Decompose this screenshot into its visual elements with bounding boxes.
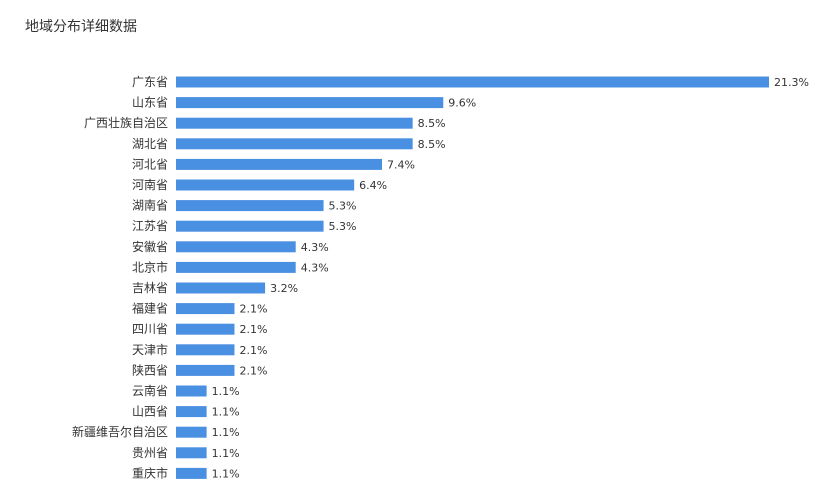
category-label: 四川省 [132,322,168,336]
bar[interactable] [176,76,769,88]
bar[interactable] [176,385,207,397]
category-label: 河北省 [132,157,168,171]
bar[interactable] [176,97,444,109]
value-label: 1.1% [212,467,240,480]
category-label: 云南省 [132,383,168,398]
category-label: 广东省 [132,75,168,89]
category-label: 湖南省 [132,198,168,213]
bar[interactable] [176,364,235,376]
bar[interactable] [176,303,235,315]
value-label: 2.1% [239,344,267,357]
value-label: 8.5% [418,138,446,151]
category-label: 山西省 [132,405,168,419]
bar[interactable] [176,200,324,212]
category-label: 重庆市 [132,465,168,480]
category-label: 新疆维吾尔自治区 [72,424,168,439]
bar[interactable] [176,158,383,170]
category-label: 陕西省 [132,362,168,377]
category-label: 北京市 [132,259,168,274]
category-label: 贵州省 [132,446,168,460]
category-label: 湖北省 [132,136,168,151]
bar[interactable] [176,220,324,232]
category-label: 广西壮族自治区 [84,116,168,130]
bar[interactable] [176,426,207,438]
bar[interactable] [176,447,207,459]
value-label: 4.3% [301,241,329,254]
bar[interactable] [176,467,207,479]
bar[interactable] [176,117,413,129]
category-label: 山东省 [132,96,168,110]
bar[interactable] [176,138,413,150]
category-label: 福建省 [132,301,168,316]
value-label: 4.3% [301,261,329,274]
value-label: 2.1% [239,364,267,377]
value-label: 1.1% [212,406,240,419]
bar[interactable] [176,282,266,294]
value-label: 2.1% [239,323,267,336]
value-label: 5.3% [329,220,357,233]
value-label: 3.2% [270,282,298,295]
bar[interactable] [176,406,207,418]
value-label: 21.3% [774,76,809,89]
value-label: 5.3% [329,200,357,213]
value-label: 9.6% [448,97,476,110]
chart-title: 地域分布详细数据 [25,19,137,35]
bar[interactable] [176,241,296,253]
value-label: 7.4% [387,158,415,171]
value-label: 8.5% [418,117,446,130]
bar[interactable] [176,179,355,191]
category-label: 河南省 [132,177,168,192]
bar[interactable] [176,323,235,335]
bar[interactable] [176,261,296,273]
value-label: 1.1% [212,426,240,439]
value-label: 2.1% [239,303,267,316]
value-label: 1.1% [212,385,240,398]
category-label: 安徽省 [132,239,168,254]
category-label: 天津市 [132,342,168,357]
category-label: 吉林省 [132,281,168,295]
category-label: 江苏省 [132,219,168,233]
value-label: 1.1% [212,447,240,460]
bar[interactable] [176,344,235,356]
value-label: 6.4% [359,179,387,192]
